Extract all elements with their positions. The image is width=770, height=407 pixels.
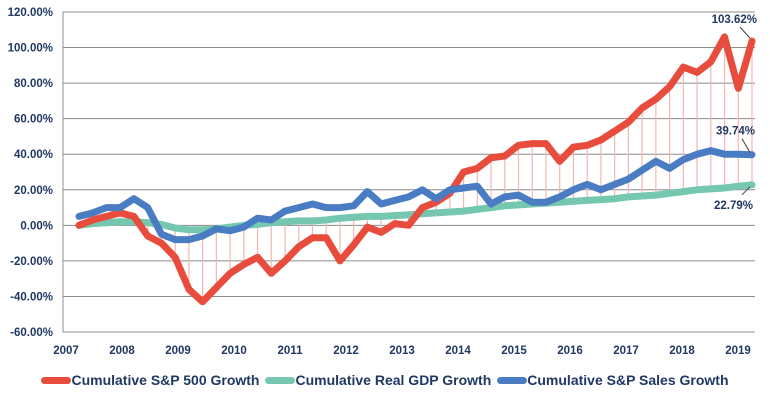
series-lines — [75, 33, 756, 306]
data-label-gdp: 22.79% — [714, 200, 753, 212]
series-line-cumulative-s-p-sales-growth — [75, 147, 756, 244]
y-tick-label: 0.00% — [20, 220, 53, 232]
legend-label-sp500: Cumulative S&P 500 Growth — [71, 372, 260, 388]
y-tick-label: -40.00% — [10, 291, 53, 303]
drop-lines — [92, 36, 753, 302]
x-tick-label: 2016 — [557, 345, 583, 357]
x-tick-label: 2017 — [613, 345, 639, 357]
legend-item-gdp[interactable]: Cumulative Real GDP Growth — [265, 372, 491, 388]
x-tick-label: 2008 — [109, 345, 135, 357]
y-tick-label: -20.00% — [10, 256, 53, 268]
y-tick-label: -60.00% — [10, 327, 53, 339]
x-tick-label: 2015 — [501, 345, 527, 357]
legend-swatch-sales — [497, 376, 528, 384]
x-tick-label: 2019 — [725, 345, 751, 357]
legend-label-sales: Cumulative S&P Sales Growth — [527, 372, 729, 388]
leader-line — [741, 138, 751, 153]
legend-item-sp500[interactable]: Cumulative S&P 500 Growth — [41, 372, 259, 388]
y-tick-label: 60.00% — [14, 114, 53, 126]
leader-line — [739, 26, 751, 39]
series-line-cumulative-s-p-500-growth — [75, 33, 756, 306]
legend: Cumulative S&P 500 Growth Cumulative Rea… — [0, 372, 770, 388]
x-tick-label: 2009 — [165, 345, 191, 357]
x-tick-label: 2018 — [669, 345, 695, 357]
legend-item-sales[interactable]: Cumulative S&P Sales Growth — [497, 372, 729, 388]
y-tick-label: 20.00% — [14, 185, 53, 197]
y-axis-ticks: -60.00% -40.00% -20.00% 0.00% 20.00% 40.00% 60… — [8, 7, 53, 339]
y-tick-label: 80.00% — [14, 78, 53, 90]
legend-swatch-sp500 — [41, 376, 72, 384]
data-labels: 103.62% 39.74% 22.79% — [712, 14, 757, 212]
x-tick-label: 2010 — [221, 345, 247, 357]
x-tick-label: 2007 — [53, 345, 79, 357]
y-tick-label: 100.00% — [8, 43, 53, 55]
leader-line — [741, 186, 751, 196]
line-chart: -60.00% -40.00% -20.00% 0.00% 20.00% 40.00% 60… — [8, 7, 757, 357]
x-tick-label: 2011 — [278, 345, 304, 357]
y-tick-label: 120.00% — [8, 7, 53, 19]
y-tick-label: 40.00% — [14, 149, 53, 161]
x-tick-label: 2012 — [333, 345, 359, 357]
legend-swatch-gdp — [265, 376, 296, 384]
legend-label-gdp: Cumulative Real GDP Growth — [295, 372, 492, 388]
data-label-sales: 39.74% — [716, 126, 755, 138]
x-tick-label: 2013 — [389, 345, 415, 357]
data-label-sp500: 103.62% — [712, 14, 757, 26]
x-tick-label: 2014 — [445, 345, 471, 357]
gridlines — [63, 11, 755, 333]
x-axis-ticks: 2007 2008 2009 2010 2011 2012 2013 2014 2015 2016… — [53, 345, 751, 357]
